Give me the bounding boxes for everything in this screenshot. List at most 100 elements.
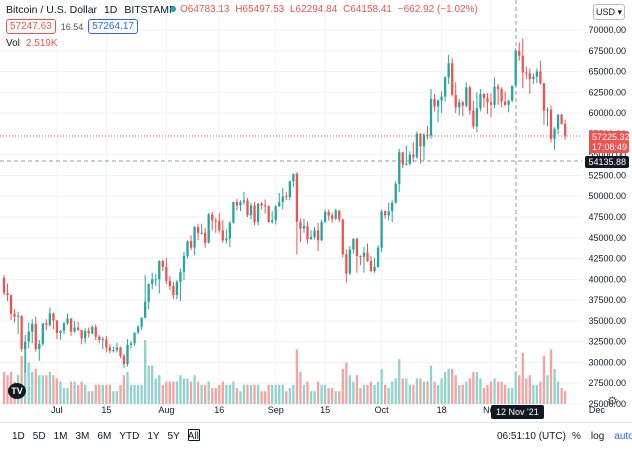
candle-body: [140, 317, 143, 327]
volume-bar: [302, 384, 306, 404]
volume-bar: [383, 384, 387, 404]
range-button[interactable]: 5D: [32, 431, 46, 442]
buy-button[interactable]: 57264.17: [88, 19, 138, 34]
volume-bar: [31, 372, 34, 404]
log-toggle[interactable]: log: [590, 431, 605, 442]
price-tick-label: 35000.00: [588, 316, 626, 326]
price-tick-label: 50000.00: [588, 191, 626, 201]
candle-body: [288, 181, 292, 198]
volume-bar: [115, 391, 119, 404]
candle-body: [556, 114, 560, 129]
candle-body: [373, 266, 376, 272]
candle-body: [119, 347, 122, 356]
volume-bar: [186, 378, 189, 404]
volume-bar: [136, 384, 140, 404]
volume-bar: [436, 384, 440, 404]
candle-body: [316, 230, 320, 241]
range-button[interactable]: 5Y: [167, 431, 180, 442]
volume-bar: [151, 365, 154, 404]
volume-bar: [496, 381, 500, 404]
candle-body: [147, 283, 150, 302]
gear-icon[interactable]: ⚙: [607, 394, 618, 408]
candle-body: [285, 196, 288, 198]
sell-button[interactable]: 57247.63: [6, 19, 56, 34]
percent-toggle[interactable]: %: [572, 431, 581, 442]
volume-bars: [2, 340, 567, 404]
candle-body: [55, 320, 59, 333]
currency-selector[interactable]: USD ▾: [593, 4, 625, 20]
volume-bar: [408, 384, 411, 404]
volume-bar: [55, 378, 59, 404]
volume-bar: [165, 381, 168, 404]
candle-body: [436, 100, 440, 107]
candle-body: [465, 87, 468, 106]
volume-bar: [133, 384, 136, 404]
candle-body: [306, 226, 309, 240]
candle-body: [542, 83, 546, 111]
range-buttons: 1D 5D 1M 3M 6M YTD 1Y 5Y All: [12, 431, 199, 442]
range-button[interactable]: All: [187, 431, 199, 442]
clock[interactable]: 06:51:10 (UTC): [497, 431, 566, 442]
volume-bar: [482, 388, 486, 404]
volume-bar: [542, 356, 546, 404]
candle-body: [309, 236, 313, 240]
candle-body: [503, 101, 507, 105]
volume-bar: [80, 381, 83, 404]
candle-body: [535, 71, 539, 77]
volume-bar: [73, 381, 76, 404]
volume-bar: [211, 388, 214, 404]
candle-body: [175, 281, 179, 296]
volume-bar: [341, 368, 344, 404]
ohlc-low: L62294.84: [290, 4, 338, 15]
volume-bar: [45, 375, 48, 404]
volume-bar: [221, 381, 224, 404]
range-button[interactable]: YTD: [119, 431, 140, 442]
volume-bar: [232, 381, 235, 404]
candle-body: [235, 202, 239, 206]
range-button[interactable]: 6M: [97, 431, 112, 442]
tradingview-logo[interactable]: TV: [8, 383, 26, 399]
candle-body: [98, 336, 101, 341]
candle-body: [496, 86, 500, 90]
candles: [2, 38, 567, 373]
candle-body: [267, 206, 270, 222]
volume-bar: [345, 362, 348, 404]
exchange: BITSTAMP: [124, 4, 177, 16]
volume-bar: [126, 372, 129, 404]
last-price-label: 57225.32 17:08:49: [589, 131, 630, 153]
volume-bar: [320, 384, 323, 404]
auto-toggle[interactable]: auto: [614, 431, 632, 442]
candle-body: [394, 183, 397, 203]
candle-body: [260, 203, 263, 206]
candlestick-chart[interactable]: 70000.00 67500.00 65000.00 62500.00 60000.00…: [0, 0, 632, 422]
range-button[interactable]: 1Y: [147, 431, 160, 442]
candle-body: [73, 327, 76, 332]
calendar-icon[interactable]: [188, 429, 200, 441]
candle-body: [292, 173, 295, 182]
candle-body: [144, 301, 147, 318]
volume-bar: [338, 391, 341, 404]
interval[interactable]: 1D: [103, 4, 118, 16]
volume-bar: [553, 368, 556, 404]
volume-bar: [267, 384, 270, 404]
candle-body: [189, 241, 193, 248]
volume-bar: [465, 381, 468, 404]
range-button[interactable]: 1D: [12, 431, 25, 442]
volume-bar: [218, 384, 221, 404]
range-button[interactable]: 3M: [75, 431, 90, 442]
candle-body: [108, 347, 112, 351]
volume-bar: [376, 381, 380, 404]
volume-bar: [560, 388, 563, 404]
candle-body: [218, 221, 221, 231]
volume-bar: [355, 375, 359, 404]
price-tick-label: 62500.00: [588, 87, 626, 97]
candle-body: [165, 266, 168, 281]
candle-body: [366, 252, 369, 262]
range-button[interactable]: 1M: [53, 431, 68, 442]
symbol-name[interactable]: Bitcoin / U.S. Dollar: [6, 4, 98, 16]
candle-body: [334, 210, 337, 219]
volume-bar: [563, 391, 567, 404]
candle-body: [274, 206, 277, 221]
candle-body: [451, 63, 454, 95]
ohlc-close: C64158.41: [343, 4, 392, 15]
